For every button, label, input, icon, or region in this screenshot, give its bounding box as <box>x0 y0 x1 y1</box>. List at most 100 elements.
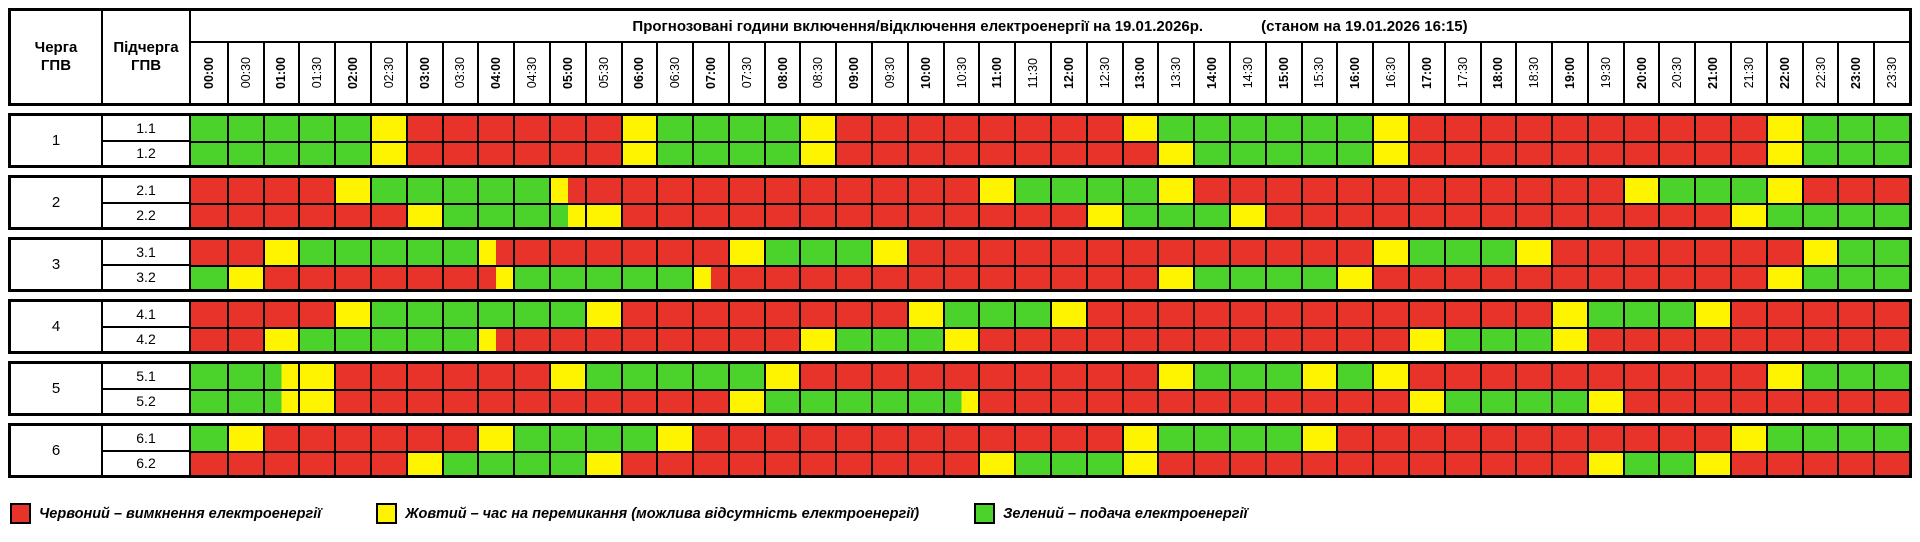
time-label-1730: 17:30 <box>1443 43 1480 103</box>
slot-3.1-22:30 <box>1801 240 1838 265</box>
slot-3.2-21:30 <box>1730 264 1766 289</box>
slot-1.1-05:30 <box>584 116 621 141</box>
slot-1.1-10:30 <box>942 116 979 141</box>
subqueue-labels: 1.1 1.2 <box>103 116 191 165</box>
slot-3.1-03:30 <box>441 240 478 265</box>
slot-3.2-14:30 <box>1228 264 1265 289</box>
slot-1.2-22:00 <box>1765 140 1802 165</box>
slot-3.1-08:00 <box>763 240 800 265</box>
slot-4.2-15:30 <box>1300 326 1337 351</box>
slot-1.1-16:00 <box>1336 116 1373 141</box>
slot-3.1-18:30 <box>1515 240 1552 265</box>
slot-5.2-14:30 <box>1228 388 1265 413</box>
slot-6.1-18:30 <box>1515 426 1552 451</box>
slot-5.2-04:30 <box>513 388 549 413</box>
time-label-1200: 12:00 <box>1050 43 1086 103</box>
subqueue-label-1.1: 1.1 <box>136 119 156 136</box>
time-label-0930: 09:30 <box>871 43 907 103</box>
slot-1.2-09:00 <box>835 140 872 165</box>
slot-5.2-18:00 <box>1479 388 1516 413</box>
slot-4.2-23:30 <box>1873 326 1909 351</box>
slot-2.1-15:30 <box>1300 178 1337 203</box>
slot-5.1-18:00 <box>1479 364 1516 389</box>
time-label-0300: 03:00 <box>405 43 442 103</box>
slot-2.2-08:00 <box>763 202 800 227</box>
slot-5.1-09:00 <box>835 364 872 389</box>
slot-5.2-10:00 <box>906 388 943 413</box>
slot-2.1-06:00 <box>620 178 657 203</box>
slot-4.2-20:00 <box>1622 326 1659 351</box>
slot-1.1-21:00 <box>1694 116 1731 141</box>
slot-4.1-06:30 <box>656 302 693 327</box>
slot-4.2-10:00 <box>906 326 943 351</box>
slot-3.2-11:30 <box>1014 264 1050 289</box>
slot-5.2-01:00 <box>262 388 299 413</box>
slot-6.1-06:30 <box>656 426 693 451</box>
slot-6.2-05:30 <box>584 450 621 475</box>
outage-schedule-table: Черга ГПВ Підчерга ГПВ Прогнозовані годи… <box>8 8 1912 524</box>
slot-5.1-20:30 <box>1658 364 1695 389</box>
slot-5.1-14:30 <box>1228 364 1265 389</box>
slot-1.2-17:30 <box>1443 140 1480 165</box>
slot-6.1-03:00 <box>405 426 442 451</box>
slot-1.2-21:00 <box>1694 140 1731 165</box>
slot-1.1-21:30 <box>1730 116 1766 141</box>
slot-2.2-00:00 <box>191 202 227 227</box>
slot-6.1-04:00 <box>477 426 514 451</box>
status-timestamp: (станом на 19.01.2026 16:15) <box>1261 17 1468 35</box>
slot-5.1-10:00 <box>906 364 943 389</box>
slot-1.2-16:00 <box>1336 140 1373 165</box>
time-axis: 00:00 00:30 01:00 01:30 02:00 02:30 03:00 03:30… <box>191 41 1909 103</box>
subqueue-label-6.2: 6.2 <box>103 449 189 476</box>
slot-2.1-06:30 <box>656 178 693 203</box>
slot-4.2-07:30 <box>727 326 764 351</box>
slot-4.1-15:00 <box>1264 302 1301 327</box>
slot-6.2-06:30 <box>656 450 693 475</box>
slot-3.1-17:30 <box>1443 240 1480 265</box>
schedule-grid-6 <box>191 426 1909 475</box>
slot-1.2-05:00 <box>548 140 585 165</box>
slot-1.1-07:30 <box>727 116 764 141</box>
slot-2.2-10:30 <box>942 202 979 227</box>
slot-3.1-21:30 <box>1730 240 1766 265</box>
slot-2.1-00:00 <box>191 178 227 203</box>
slot-4.1-18:30 <box>1515 302 1552 327</box>
slot-6.2-11:00 <box>978 450 1015 475</box>
slot-5.2-12:30 <box>1085 388 1122 413</box>
slot-4.1-10:00 <box>906 302 943 327</box>
slot-2.2-22:00 <box>1765 202 1802 227</box>
slot-5.1-18:30 <box>1515 364 1552 389</box>
slot-4.1-07:00 <box>692 302 728 327</box>
slot-4.1-16:30 <box>1372 302 1408 327</box>
slot-3.1-12:30 <box>1085 240 1122 265</box>
slot-6.1-13:00 <box>1121 426 1158 451</box>
slot-6.1-14:30 <box>1228 426 1265 451</box>
schedule-groups: 1 1.1 1.2 2 2.1 2.2 3 3.1 3.2 4 4.1 4.2 5 5.1 5.2 6 6.1 6… <box>8 113 1912 478</box>
slot-1.1-23:30 <box>1873 116 1909 141</box>
slot-5.2-00:30 <box>226 388 263 413</box>
slot-5.1-06:00 <box>620 364 657 389</box>
slot-1.2-07:30 <box>727 140 764 165</box>
slot-5.1-04:00 <box>477 364 514 389</box>
slot-3.2-22:00 <box>1765 264 1802 289</box>
slot-6.1-15:00 <box>1264 426 1301 451</box>
slot-6.2-16:30 <box>1372 450 1408 475</box>
slot-2.2-10:00 <box>906 202 943 227</box>
slot-3.1-16:00 <box>1336 240 1373 265</box>
slot-3.1-09:30 <box>871 240 907 265</box>
slot-3.2-17:00 <box>1407 264 1444 289</box>
slot-1.2-10:30 <box>942 140 979 165</box>
slot-1.1-07:00 <box>692 116 728 141</box>
slot-5.2-22:30 <box>1801 388 1838 413</box>
slot-2.2-06:30 <box>656 202 693 227</box>
time-label-0430: 04:30 <box>513 43 549 103</box>
slot-4.1-05:30 <box>584 302 621 327</box>
slot-2.2-14:30 <box>1228 202 1265 227</box>
slot-2.1-03:00 <box>405 178 442 203</box>
slot-3.2-07:00 <box>692 264 728 289</box>
slot-1.2-08:00 <box>763 140 800 165</box>
slot-3.1-03:00 <box>405 240 442 265</box>
slot-2.2-21:30 <box>1730 202 1766 227</box>
slot-2.2-19:30 <box>1586 202 1623 227</box>
slot-2.1-21:00 <box>1694 178 1731 203</box>
